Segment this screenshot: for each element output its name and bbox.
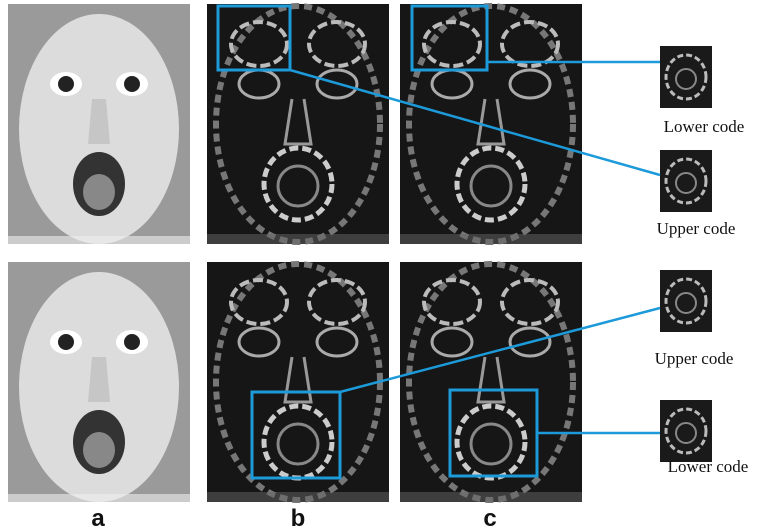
face-photo — [8, 262, 190, 502]
code-image — [207, 4, 389, 244]
callout-label: Lower code — [668, 457, 749, 476]
thumbnail — [660, 150, 712, 212]
figure: Lower code Upper code Upper code Lower c… — [0, 0, 765, 532]
code-image — [400, 262, 582, 502]
thumbnail — [660, 270, 712, 332]
panel-label: c — [483, 505, 496, 532]
image-grid — [8, 4, 582, 502]
code-image — [207, 262, 389, 502]
face-photo — [8, 4, 190, 244]
panel-label: a — [91, 505, 105, 532]
callout-label: Lower code — [664, 117, 745, 136]
thumbnails — [660, 46, 712, 462]
thumbnail — [660, 400, 712, 462]
code-image — [400, 4, 582, 244]
callout-label: Upper code — [657, 219, 736, 238]
panel-label: b — [291, 505, 306, 532]
callout-label: Upper code — [655, 349, 734, 368]
thumbnail — [660, 46, 712, 108]
